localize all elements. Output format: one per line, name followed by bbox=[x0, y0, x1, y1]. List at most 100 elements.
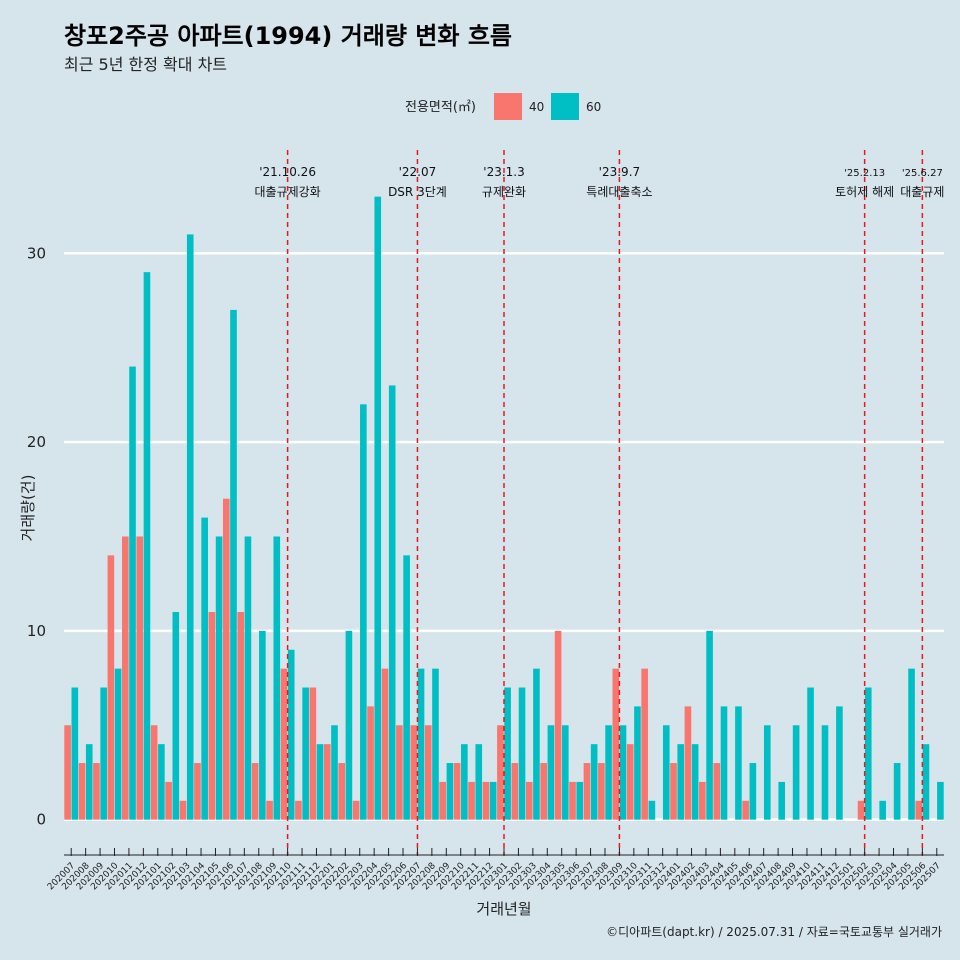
bar-60-202105 bbox=[215, 536, 223, 820]
bar-40-202311 bbox=[641, 668, 648, 820]
bar-60-202209 bbox=[446, 763, 454, 820]
bar-40-202303 bbox=[525, 781, 533, 820]
bar-60-202112 bbox=[316, 744, 324, 820]
bar-60-202406 bbox=[749, 763, 757, 820]
x-axis: 2020072020082020092020102020112020122021… bbox=[46, 848, 944, 892]
bar-60-202009 bbox=[100, 687, 107, 820]
bar-40-202203 bbox=[352, 800, 360, 820]
bar-60-202409 bbox=[792, 725, 800, 820]
bar-40-202111 bbox=[295, 800, 302, 820]
bar-60-202304 bbox=[547, 725, 555, 820]
event-date: '22.07 bbox=[399, 165, 437, 179]
bar-40-202305 bbox=[554, 630, 562, 820]
legend-title: 전용면적(㎡) bbox=[405, 100, 476, 115]
bar-40-202009 bbox=[93, 763, 100, 820]
event-label: 토허제 해제 bbox=[835, 185, 894, 199]
bar-40-202304 bbox=[540, 763, 547, 820]
event-annotations: '21.10.26 대출규제강화 '22.07 DSR 3단계 '23.1.3 규제완화 '… bbox=[254, 150, 944, 855]
bar-40-202506 bbox=[915, 800, 923, 820]
bar-40-202406 bbox=[742, 800, 749, 820]
bar-60-202401 bbox=[677, 744, 685, 820]
bar-40-202109 bbox=[266, 800, 273, 820]
bar-40-202401 bbox=[670, 763, 677, 820]
bar-40-202308 bbox=[598, 763, 605, 820]
bar-60-202107 bbox=[244, 536, 252, 820]
bar-60-202303 bbox=[533, 668, 540, 820]
bar-60-202104 bbox=[201, 517, 208, 820]
bar-60-202404 bbox=[720, 706, 728, 820]
bar-60-202205 bbox=[388, 385, 396, 820]
bar-40-202010 bbox=[107, 555, 115, 820]
bar-60-202008 bbox=[85, 744, 93, 820]
bars bbox=[64, 196, 944, 820]
bar-60-202411 bbox=[821, 725, 829, 820]
bar-40-202307 bbox=[583, 763, 591, 820]
bar-60-202502 bbox=[864, 687, 872, 820]
bar-40-202301 bbox=[497, 725, 504, 820]
bar-60-202505 bbox=[908, 668, 915, 820]
bar-60-202109 bbox=[273, 536, 281, 820]
bar-60-202201 bbox=[331, 725, 338, 820]
bar-40-202212 bbox=[482, 781, 490, 820]
event-date: '23.9.7 bbox=[599, 165, 640, 179]
event-date: '25.2.13 bbox=[844, 168, 885, 179]
bar-40-202206 bbox=[396, 725, 403, 820]
event-label: DSR 3단계 bbox=[388, 185, 447, 199]
bar-60-202206 bbox=[403, 555, 410, 820]
y-tick-label: 10 bbox=[27, 622, 46, 640]
event-label: 특례대출축소 bbox=[586, 185, 652, 199]
y-axis: 0 10 20 30 bbox=[27, 244, 46, 828]
bar-40-202201 bbox=[323, 744, 331, 820]
bar-40-202112 bbox=[309, 687, 317, 820]
bar-60-202204 bbox=[374, 196, 382, 820]
bar-40-202105 bbox=[208, 612, 216, 820]
bar-40-202205 bbox=[381, 668, 389, 820]
bar-40-202104 bbox=[194, 763, 201, 820]
chart-title: 창포2주공 아파트(1994) 거래량 변화 흐름 bbox=[64, 22, 512, 50]
bar-40-202209 bbox=[439, 781, 446, 820]
bar-40-202101 bbox=[150, 725, 158, 820]
bar-60-202210 bbox=[461, 744, 468, 820]
bar-60-202309 bbox=[619, 725, 627, 820]
legend-label-40: 40 bbox=[529, 100, 544, 114]
bar-40-202502 bbox=[857, 800, 865, 820]
y-axis-label: 거래량(건) bbox=[19, 475, 37, 542]
bar-60-202503 bbox=[879, 800, 886, 820]
bar-40-202007 bbox=[64, 725, 71, 820]
bar-40-202306 bbox=[569, 781, 576, 820]
bar-60-202108 bbox=[259, 630, 266, 820]
bar-60-202007 bbox=[71, 687, 79, 820]
bar-60-202311 bbox=[648, 800, 656, 820]
bar-60-202403 bbox=[706, 630, 713, 820]
bar-40-202202 bbox=[338, 763, 346, 820]
legend: 전용면적(㎡) 40 60 bbox=[405, 93, 601, 120]
bar-60-202207 bbox=[417, 668, 425, 820]
bar-60-202110 bbox=[287, 649, 295, 820]
bar-60-202407 bbox=[763, 725, 771, 820]
bar-60-202012 bbox=[143, 272, 151, 820]
bar-60-202111 bbox=[302, 687, 309, 820]
bar-60-202212 bbox=[489, 781, 497, 820]
chart-subtitle: 최근 5년 한정 확대 차트 bbox=[64, 55, 227, 74]
bar-40-202402 bbox=[684, 706, 692, 820]
bar-60-202211 bbox=[475, 744, 483, 820]
bar-60-202301 bbox=[504, 687, 511, 820]
x-axis-label: 거래년월 bbox=[476, 900, 531, 918]
bar-40-202204 bbox=[367, 706, 374, 820]
legend-swatch-40 bbox=[494, 93, 522, 120]
bar-40-202309 bbox=[612, 668, 620, 820]
bar-40-202110 bbox=[280, 668, 288, 820]
bar-60-202302 bbox=[518, 687, 526, 820]
bar-60-202312 bbox=[662, 725, 670, 820]
bar-60-202106 bbox=[230, 309, 237, 820]
event-label: 규제완화 bbox=[482, 185, 526, 199]
bar-40-202008 bbox=[78, 763, 86, 820]
bar-60-202412 bbox=[836, 706, 843, 820]
bar-40-202211 bbox=[468, 781, 475, 820]
bar-60-202410 bbox=[807, 687, 814, 820]
bar-60-202405 bbox=[735, 706, 742, 820]
bar-60-202306 bbox=[576, 781, 584, 820]
bar-40-202011 bbox=[122, 536, 129, 820]
bar-40-202207 bbox=[410, 725, 418, 820]
bar-60-202011 bbox=[129, 366, 136, 820]
